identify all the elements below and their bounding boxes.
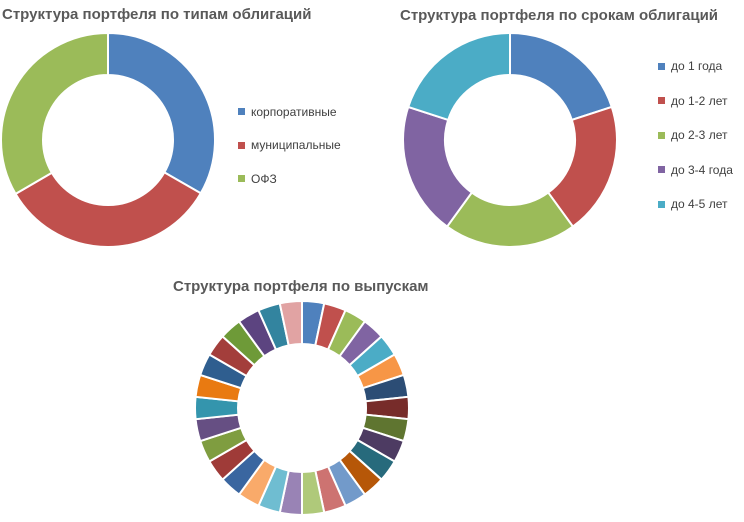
legend-swatch [658,97,665,105]
donut-slice-2-14 [314,465,347,514]
legend-label: корпоративные [251,104,337,119]
donut-slice-2-22 [194,413,243,443]
legend-item-0-2: муниципальные [238,129,341,163]
legend-swatch [658,166,665,174]
donut-slice-2-10 [356,426,406,463]
legend-item-1-2: до 1-2 лет [658,84,733,119]
donut-slice-0-3 [0,31,109,196]
legend-label: до 2-3 лет [671,128,728,143]
legend-swatch [658,62,665,70]
donut-slice-2-25 [198,353,248,390]
donut-slice-2-8 [364,395,410,421]
legend-swatch [658,131,665,139]
legend-swatch [658,200,665,208]
donut-slice-2-18 [237,458,278,508]
legend-label: муниципальные [251,138,341,153]
donut-slice-2-11 [348,438,397,482]
legend-item-1-3: до 2-3 лет [658,118,733,153]
legend-item-0-1: корпоративные [238,95,341,129]
donut-slice-1-2 [546,105,618,228]
donut-slice-0-2 [14,171,203,248]
donut-slice-2-7 [361,373,410,403]
chart-title-issues: Структура портфеля по выпускам [173,278,429,295]
legend-swatch [238,141,245,149]
chart-title-terms: Структура портфеля по срокам облигаций [400,7,719,24]
donut-slice-2-9 [361,413,410,443]
legend-terms: до 1 года до 1-2 лет до 2-3 лет до 3-4 года… [658,49,733,222]
donut-slice-2-24 [194,373,243,403]
legend-label: до 3-4 года [671,162,733,177]
donut-slice-1-3 [445,191,575,248]
donut-slice-2-21 [198,426,248,463]
donut-slice-2-19 [221,449,266,496]
donut-slice-1-4 [402,105,474,228]
donut-slice-2-30 [278,299,303,347]
donut-slice-2-6 [356,353,406,390]
donut-slice-2-20 [207,438,256,482]
legend-label: до 4-5 лет [671,197,728,212]
legend-item-0-3: ОФЗ [238,162,341,196]
donut-slice-1-5 [406,31,511,122]
legend-label: ОФЗ [251,171,277,186]
chart-title-types: Структура портфеля по типам облигаций [2,6,312,23]
donut-slice-2-23 [194,395,240,421]
donut-slice-2-15 [301,469,326,517]
legend-swatch [238,175,245,183]
legend-item-1-1: до 1 года [658,49,733,84]
legend-swatch [238,108,245,116]
donut-slice-2-12 [338,449,383,496]
legend-item-1-4: до 3-4 года [658,153,733,188]
donut-slice-2-4 [338,320,383,367]
donut-slice-0-1 [107,31,216,195]
donut-slice-2-28 [237,308,278,358]
legend-item-1-5: до 4-5 лет [658,187,733,222]
donut-slice-2-13 [326,458,367,508]
donut-slice-2-16 [278,469,303,517]
donut-slice-2-3 [326,308,367,358]
legend-label: до 1 года [671,59,723,74]
legend-label: до 1-2 лет [671,93,728,108]
donut-slice-2-5 [348,334,397,378]
donut-slice-2-27 [221,320,266,367]
donut-slice-2-1 [301,299,326,347]
donut-slice-2-29 [257,302,290,351]
donut-slice-1-1 [509,31,614,122]
donut-slice-2-2 [314,302,347,351]
legend-types: корпоративные муниципальные ОФЗ [238,95,341,196]
donut-slice-2-17 [257,465,290,514]
donut-slice-2-26 [207,334,256,378]
